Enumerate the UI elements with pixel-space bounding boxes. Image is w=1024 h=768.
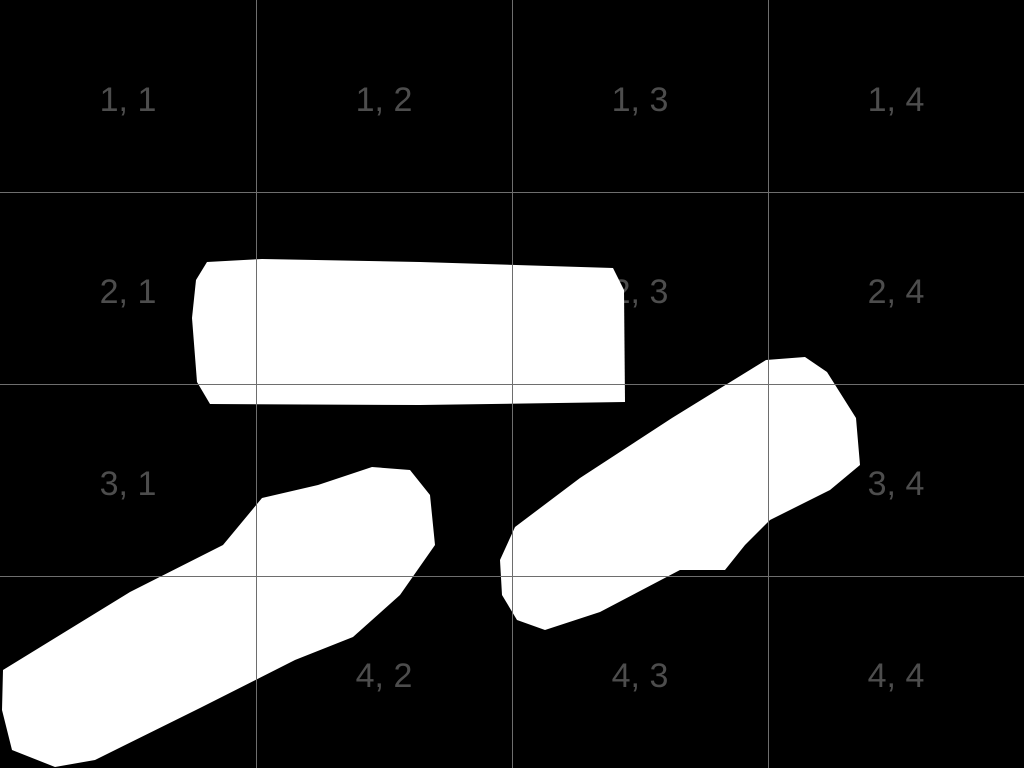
cell-label-3-4: 3, 4 bbox=[868, 465, 925, 503]
cell-label-1-1: 1, 1 bbox=[100, 81, 157, 119]
cell-label-1-2: 1, 2 bbox=[356, 81, 413, 119]
mask-region-horizontal-rectangle bbox=[192, 259, 625, 405]
cell-label-2-1: 2, 1 bbox=[100, 273, 157, 311]
cell-label-2-4: 2, 4 bbox=[868, 273, 925, 311]
cell-label-3-1: 3, 1 bbox=[100, 465, 157, 503]
cell-label-1-3: 1, 3 bbox=[612, 81, 669, 119]
mask-regions bbox=[2, 259, 860, 767]
cell-label-4-2: 4, 2 bbox=[356, 657, 413, 695]
cell-label-4-4: 4, 4 bbox=[868, 657, 925, 695]
mask-region-diagonal-shape-right bbox=[500, 357, 860, 630]
cell-label-1-4: 1, 4 bbox=[868, 81, 925, 119]
mask-region-lower-left-elongated-shape bbox=[2, 467, 435, 767]
cell-label-4-3: 4, 3 bbox=[612, 657, 669, 695]
cell-labels: 1, 11, 21, 31, 42, 12, 22, 32, 43, 13, 2… bbox=[100, 81, 925, 695]
